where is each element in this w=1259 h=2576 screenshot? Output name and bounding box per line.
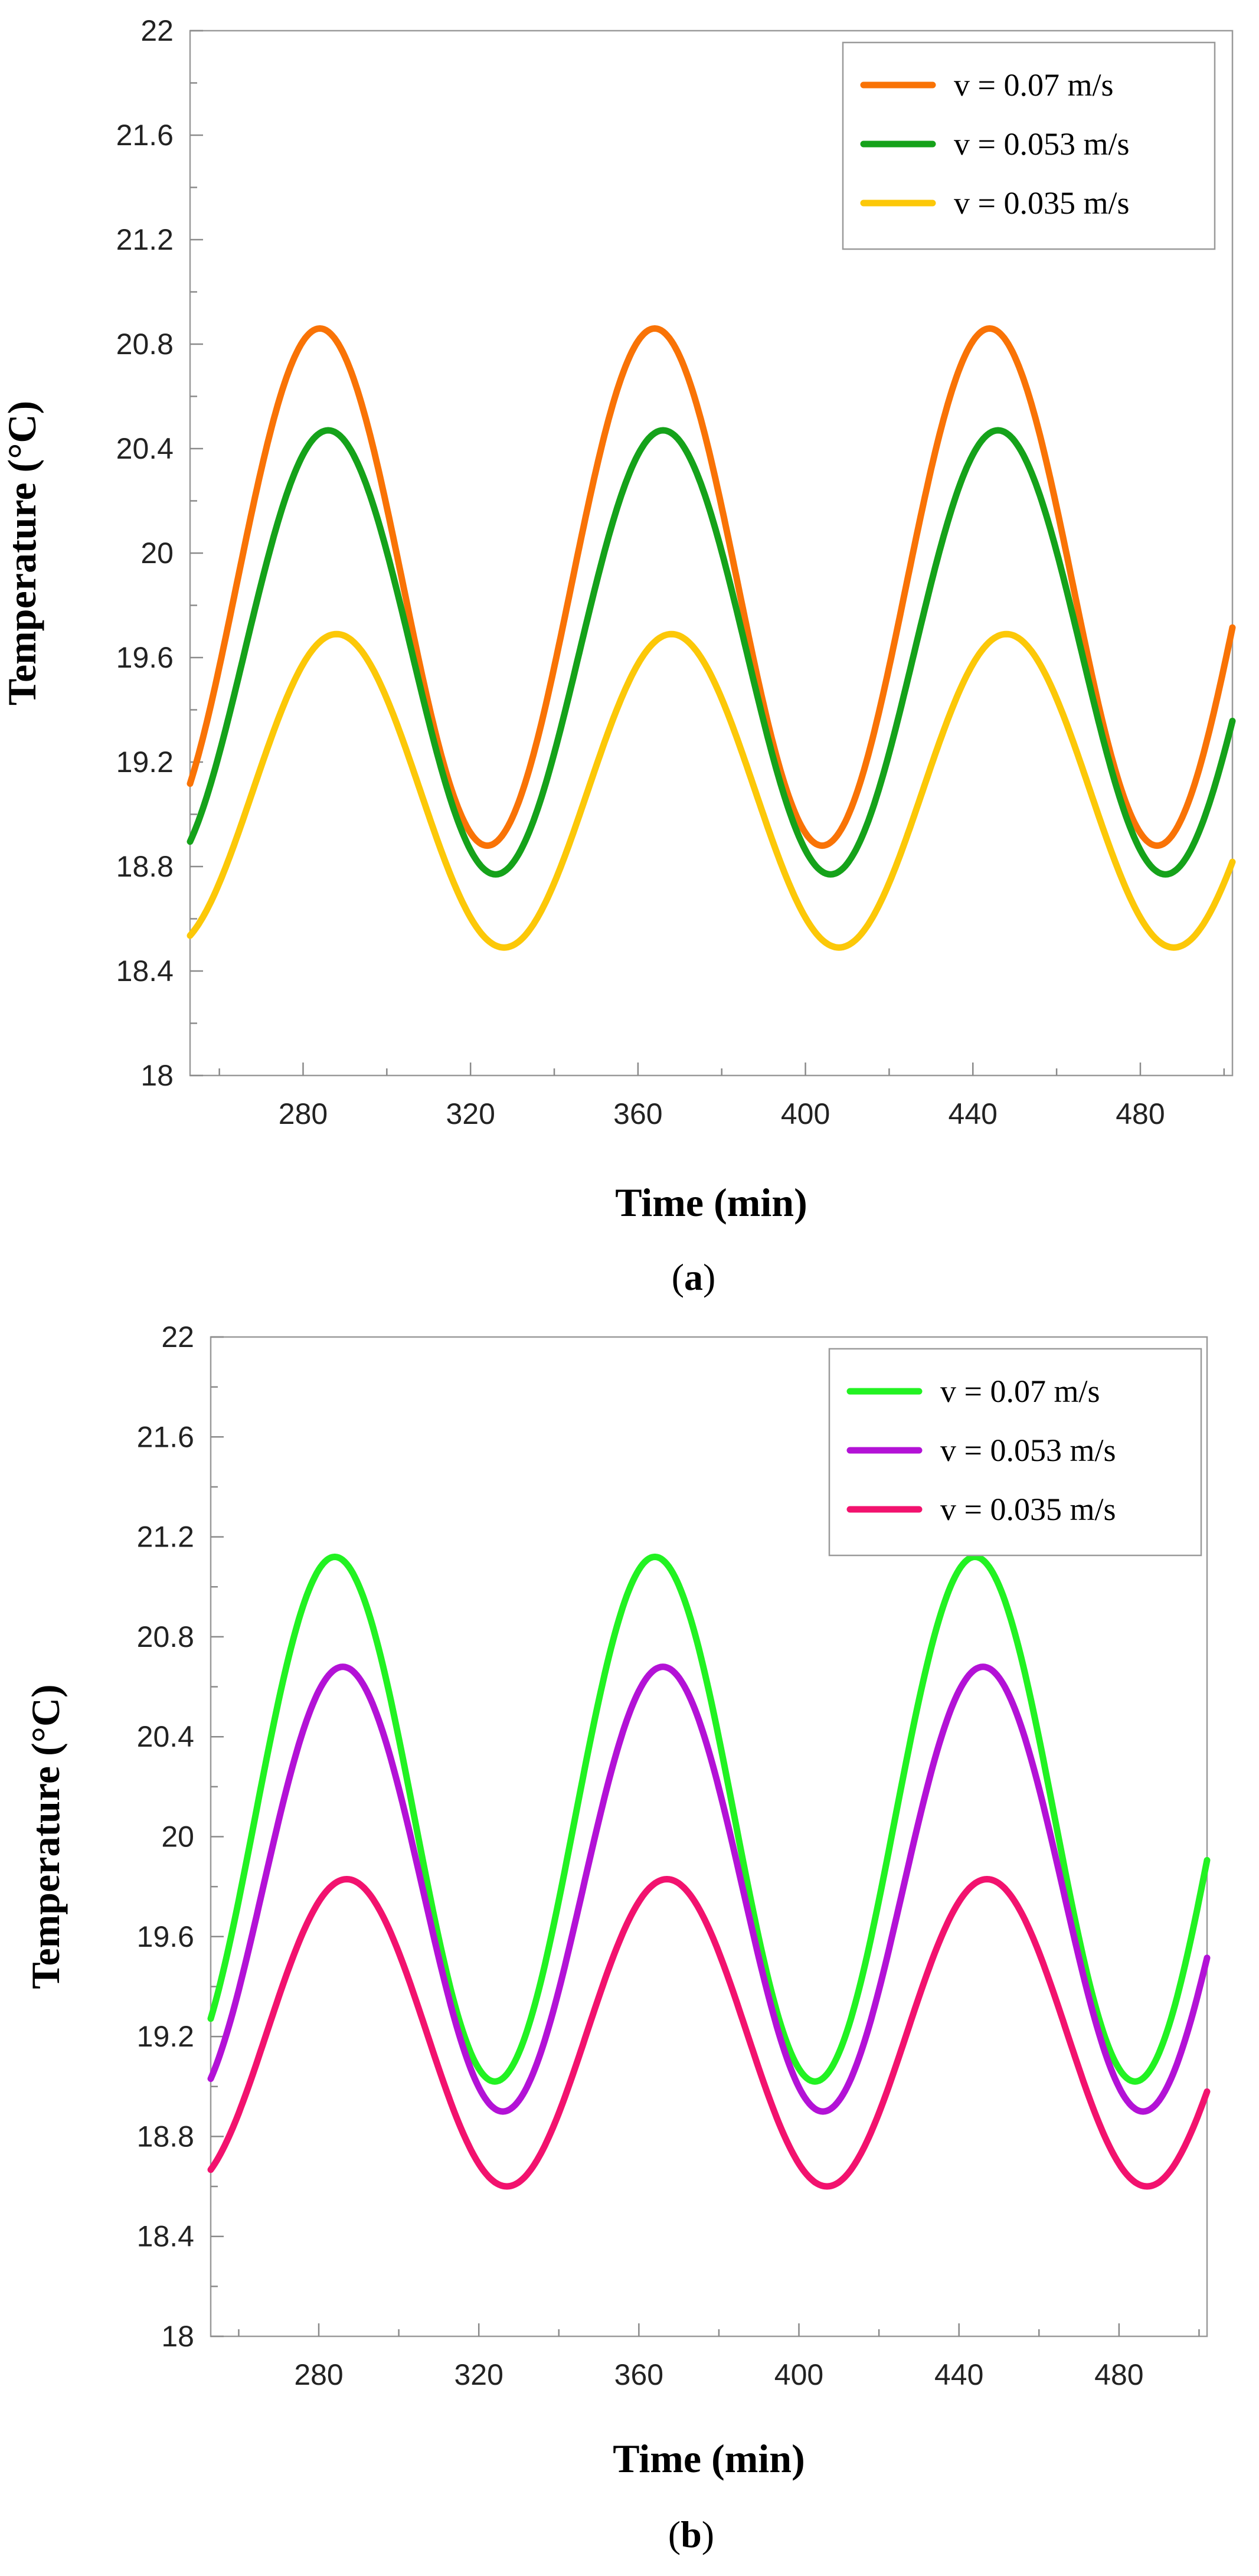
y-tick-label: 20.8 xyxy=(116,328,174,361)
y-tick-label: 19.6 xyxy=(137,1920,194,1953)
y-tick-label: 21.2 xyxy=(116,223,174,256)
y-tick-label: 18 xyxy=(161,2320,194,2353)
x-tick-label: 440 xyxy=(949,1097,998,1130)
y-tick-label: 20.4 xyxy=(116,432,174,465)
series-line-1 xyxy=(187,325,1236,849)
legend-label-2: v = 0.053 m/s xyxy=(954,126,1129,162)
x-tick-label: 440 xyxy=(934,2358,983,2391)
x-tick-label: 400 xyxy=(774,2358,823,2391)
x-tick-label: 480 xyxy=(1116,1097,1165,1130)
y-tick-label: 21.6 xyxy=(137,1420,194,1453)
y-tick-label: 18.4 xyxy=(116,954,174,988)
legend-label-1: v = 0.07 m/s xyxy=(940,1374,1100,1409)
x-tick-label: 360 xyxy=(613,1097,662,1130)
y-tick-label: 20 xyxy=(140,537,174,570)
y-tick-label: 22 xyxy=(140,14,174,47)
y-axis-title: Temperature (°C) xyxy=(0,401,44,705)
y-tick-label: 18 xyxy=(140,1059,174,1092)
legend-label-3: v = 0.035 m/s xyxy=(940,1492,1116,1527)
legend-box xyxy=(842,41,1216,250)
y-tick-label: 18.8 xyxy=(137,2120,194,2153)
x-tick-label: 480 xyxy=(1094,2358,1143,2391)
chart-panel-b: 18 18.4 18.8 19.2 19.6 20 20.4 20.8 21.2 21.6 22 28… xyxy=(23,1320,1211,2555)
legend: v = 0.07 m/s v = 0.053 m/s v = 0.035 m/s xyxy=(842,41,1216,250)
y-tick-label: 19.2 xyxy=(116,746,174,779)
x-tick-label: 400 xyxy=(781,1097,830,1130)
y-tick-label: 18.4 xyxy=(137,2220,194,2253)
series-line-1 xyxy=(207,1554,1211,2085)
panel-label: (b) xyxy=(668,2513,714,2555)
x-axis-title: Time (min) xyxy=(615,1180,807,1225)
x-axis-title: Time (min) xyxy=(613,2436,805,2481)
x-tick-label: 280 xyxy=(279,1097,328,1130)
x-tick-label: 280 xyxy=(294,2358,343,2391)
series-line-2 xyxy=(187,427,1236,878)
x-tick-label: 320 xyxy=(446,1097,495,1130)
y-tick-label: 21.6 xyxy=(116,119,174,152)
y-axis-title: Temperature (°C) xyxy=(23,1684,68,1989)
y-tick-label: 21.2 xyxy=(137,1521,194,1554)
legend: v = 0.07 m/s v = 0.053 m/s v = 0.035 m/s xyxy=(828,1348,1202,1557)
legend-label-2: v = 0.053 m/s xyxy=(940,1433,1116,1468)
y-tick-label: 20.8 xyxy=(137,1620,194,1653)
y-tick-label: 20 xyxy=(161,1820,194,1853)
series-line-2 xyxy=(207,1663,1211,2115)
panel-label: (a) xyxy=(672,1256,716,1298)
y-tick-label: 18.8 xyxy=(116,850,174,883)
y-tick-label: 19.2 xyxy=(137,2020,194,2053)
x-tick-label: 360 xyxy=(614,2358,663,2391)
legend-label-3: v = 0.035 m/s xyxy=(954,185,1129,221)
x-tick-label: 320 xyxy=(454,2358,503,2391)
chart-panel-a: 18 18.4 18.8 19.2 19.6 20 20.4 20.8 21.2 21.6 22 28… xyxy=(0,14,1236,1298)
series-line-3 xyxy=(187,630,1236,951)
y-tick-label: 20.4 xyxy=(137,1720,194,1753)
legend-label-1: v = 0.07 m/s xyxy=(954,67,1113,103)
y-tick-label: 19.6 xyxy=(116,641,174,674)
y-tick-label: 22 xyxy=(161,1320,194,1354)
series-line-3 xyxy=(207,1876,1211,2190)
